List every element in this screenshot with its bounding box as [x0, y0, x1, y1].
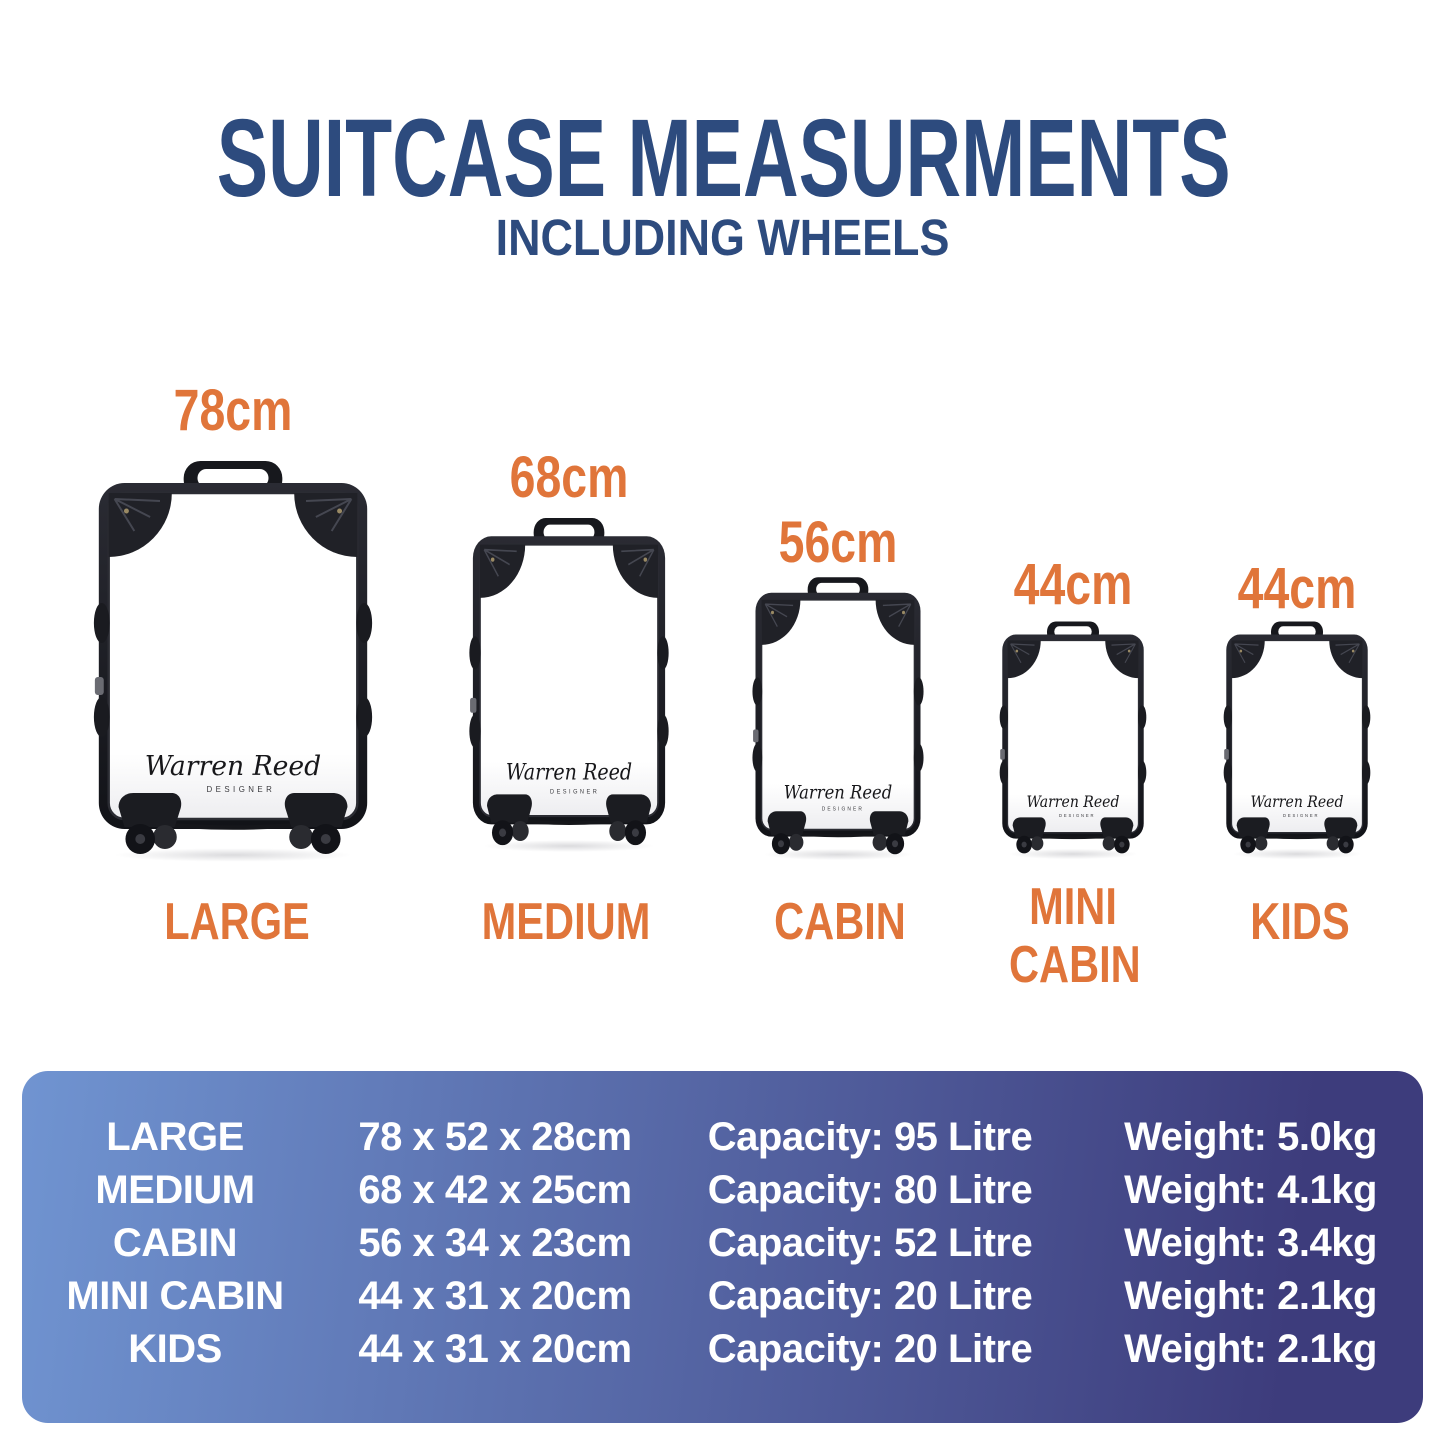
size-name-medium: MEDIUM	[481, 893, 651, 951]
spec-table-panel: LARGE 78 x 52 x 28cm Capacity: 95 Litre …	[22, 1071, 1423, 1423]
cell-capacity: Capacity: 52 Litre	[707, 1221, 1033, 1265]
suitcase-shadow	[739, 847, 937, 862]
spec-table-rows: LARGE 78 x 52 x 28cm Capacity: 95 Litre …	[22, 1111, 1423, 1376]
suitcase-kids-image	[1222, 620, 1372, 854]
suitcase-shadow	[455, 838, 683, 854]
cell-dimensions: 56 x 34 x 23cm	[358, 1221, 632, 1265]
cell-dimensions: 78 x 52 x 28cm	[358, 1115, 632, 1159]
table-row-medium: MEDIUM 68 x 42 x 25cm Capacity: 80 Litre…	[22, 1164, 1423, 1217]
cell-size-name: MINI CABIN	[66, 1274, 284, 1318]
suitcase-medium-image	[467, 516, 671, 846]
cell-capacity: Capacity: 80 Litre	[707, 1168, 1033, 1212]
suitcase-shadow	[987, 847, 1159, 861]
cell-capacity: Capacity: 20 Litre	[707, 1274, 1033, 1318]
table-row-cabin: CABIN 56 x 34 x 23cm Capacity: 52 Litre …	[22, 1217, 1423, 1270]
height-label-cabin: 56cm	[778, 510, 898, 575]
cell-dimensions: 44 x 31 x 20cm	[358, 1274, 632, 1318]
cell-weight: Weight: 3.4kg	[1124, 1221, 1377, 1265]
cell-capacity: Capacity: 20 Litre	[707, 1327, 1033, 1371]
suitcase-shadow	[1211, 847, 1383, 861]
cell-dimensions: 68 x 42 x 25cm	[358, 1168, 632, 1212]
suitcase-mini-cabin-image	[998, 620, 1148, 854]
page-subtitle: INCLUDING WHEELS	[495, 209, 950, 266]
table-row-mini-cabin: MINI CABIN 44 x 31 x 20cm Capacity: 20 L…	[22, 1270, 1423, 1323]
height-label-medium: 68cm	[509, 445, 629, 510]
table-row-kids: KIDS 44 x 31 x 20cm Capacity: 20 Litre W…	[22, 1323, 1423, 1376]
cell-size-name: MEDIUM	[95, 1168, 255, 1212]
cell-weight: Weight: 2.1kg	[1124, 1327, 1377, 1371]
table-row-large: LARGE 78 x 52 x 28cm Capacity: 95 Litre …	[22, 1111, 1423, 1164]
cell-size-name: LARGE	[106, 1115, 244, 1159]
cell-weight: Weight: 4.1kg	[1124, 1168, 1377, 1212]
height-label-mini-cabin: 44cm	[1013, 552, 1133, 617]
size-name-cabin: CABIN	[774, 893, 906, 951]
cell-capacity: Capacity: 95 Litre	[707, 1115, 1033, 1159]
cell-dimensions: 44 x 31 x 20cm	[358, 1327, 632, 1371]
cell-weight: Weight: 2.1kg	[1124, 1274, 1377, 1318]
size-name-mini-cabin: MINI CABIN	[1009, 878, 1141, 995]
cell-size-name: KIDS	[128, 1327, 222, 1371]
cell-size-name: CABIN	[112, 1221, 238, 1265]
suitcase-large-image	[85, 455, 381, 855]
cell-weight: Weight: 5.0kg	[1124, 1115, 1377, 1159]
height-label-large: 78cm	[173, 378, 293, 443]
suitcase-shadow	[75, 846, 391, 864]
size-name-kids: KIDS	[1250, 893, 1350, 951]
height-label-kids: 44cm	[1237, 556, 1357, 621]
size-name-large: LARGE	[164, 893, 310, 951]
page-title: SUITCASE MEASURMENTS	[216, 97, 1231, 220]
suitcase-cabin-image	[750, 575, 926, 855]
